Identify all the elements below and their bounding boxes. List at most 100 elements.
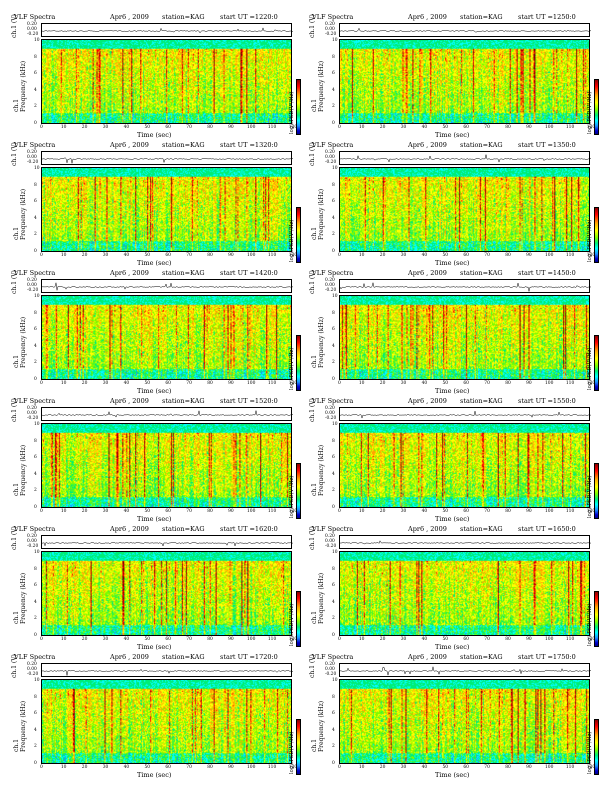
colorbar xyxy=(594,463,599,519)
timeseries-line xyxy=(42,410,293,418)
time-tick: 60 xyxy=(463,637,469,642)
time-tick: 30 xyxy=(400,381,407,386)
frequency-tick: 6 xyxy=(332,711,335,716)
panel-title: VLF Spectra Apr6 , 2009 station=KAG start U… xyxy=(10,524,305,535)
panel-start-time: start UT =1620:0 xyxy=(220,525,278,533)
time-tick: 80 xyxy=(505,125,511,130)
timeseries-tick: 0.20 xyxy=(27,150,37,155)
spectrogram-canvas xyxy=(42,296,291,379)
panel-station: station=KAG xyxy=(460,269,503,277)
panel-start-time: start UT =1550:0 xyxy=(518,397,576,405)
panel-title: VLF Spectra Apr6 , 2009 station=KAG start U… xyxy=(10,396,305,407)
spectrum-ylabel-channel: ch.1 xyxy=(311,227,318,240)
spectrogram-panel: VLF Spectra Apr6 , 2009 station=KAG start U… xyxy=(308,524,603,652)
colorbar-label: log₁₀PSD(V²/Hz) xyxy=(289,91,295,134)
timeseries-line xyxy=(340,410,591,419)
timeseries-line xyxy=(42,27,293,34)
timeseries-plot xyxy=(339,535,591,549)
timeseries-svg xyxy=(340,27,591,33)
time-tick: 50 xyxy=(144,253,151,258)
spectrum-ylabel-channel: ch.1 xyxy=(13,611,20,624)
spectrogram-panel: VLF Spectra Apr6 , 2009 station=KAG start U… xyxy=(10,396,305,524)
frequency-tick: 0 xyxy=(332,760,335,766)
colorbar xyxy=(296,591,301,647)
time-tick: 30 xyxy=(102,253,109,258)
panel-start-time: start UT =1650:0 xyxy=(518,525,576,533)
frequency-tick: 0 xyxy=(34,376,37,382)
spectrogram-canvas xyxy=(340,296,589,379)
time-tick: 10 xyxy=(358,765,365,770)
colorbar-label: log₁₀PSD(V²/Hz) xyxy=(289,475,295,518)
panel-station: station=KAG xyxy=(162,653,205,661)
time-tick: 110 xyxy=(267,125,277,130)
time-tick: 0 xyxy=(40,637,43,642)
timeseries-plot xyxy=(41,151,293,165)
panel-title-text: VLF Spectra xyxy=(312,525,354,533)
spectrogram-canvas xyxy=(340,552,589,635)
timeseries-tick: 0.00 xyxy=(27,667,37,673)
spectrum-ylabel-frequency: Frequency (kHz) xyxy=(318,316,325,368)
panel-station: station=KAG xyxy=(460,525,503,533)
timeseries-svg xyxy=(340,282,591,292)
frequency-tick: 2 xyxy=(34,104,37,109)
time-tick: 110 xyxy=(267,509,277,514)
panel-date: Apr6 , 2009 xyxy=(110,141,149,149)
panel-station: station=KAG xyxy=(460,141,503,149)
panel-date: Apr6 , 2009 xyxy=(408,269,447,277)
time-tick: 50 xyxy=(442,253,449,258)
time-tick: 70 xyxy=(484,509,490,514)
time-tick: 70 xyxy=(186,509,192,514)
frequency-tick: 8 xyxy=(332,54,335,60)
time-tick: 50 xyxy=(442,765,449,770)
time-tick: 60 xyxy=(463,253,469,258)
time-tick: 120 xyxy=(288,765,298,770)
time-tick: 0 xyxy=(40,765,43,770)
spectrum-ylabel-frequency: Frequency (kHz) xyxy=(318,188,325,240)
time-tick: 10 xyxy=(358,125,365,130)
panel-title: VLF Spectra Apr6 , 2009 station=KAG start U… xyxy=(308,140,603,151)
time-tick: 10 xyxy=(60,765,67,770)
time-tick: 40 xyxy=(123,381,130,386)
time-tick: 60 xyxy=(463,765,469,770)
time-tick: 30 xyxy=(400,125,407,130)
time-tick: 120 xyxy=(586,125,596,130)
panel-title: VLF Spectra Apr6 , 2009 station=KAG start U… xyxy=(308,524,603,535)
time-tick: 50 xyxy=(144,637,151,642)
timeseries-tick: 0.20 xyxy=(325,22,335,27)
panel-title: VLF Spectra Apr6 , 2009 station=KAG start U… xyxy=(308,396,603,407)
timeseries-tick: 0.20 xyxy=(325,406,335,411)
time-tick: 60 xyxy=(165,509,171,514)
frequency-tick: 6 xyxy=(34,455,37,460)
spectrogram-canvas xyxy=(42,552,291,635)
spectrum-ylabel-channel: ch.1 xyxy=(311,611,318,624)
time-tick: 110 xyxy=(565,125,575,130)
spectrogram-plot xyxy=(41,295,292,380)
time-tick: 110 xyxy=(565,253,575,258)
frequency-tick: 10 xyxy=(332,422,338,427)
colorbar xyxy=(594,335,599,391)
time-tick: 80 xyxy=(207,637,213,642)
panel-station: station=KAG xyxy=(162,269,205,277)
time-tick: 30 xyxy=(400,509,407,514)
time-tick: 70 xyxy=(186,253,192,258)
spectrum-ylabel-channel: ch.1 xyxy=(311,739,318,752)
frequency-tick: 8 xyxy=(34,438,37,444)
colorbar xyxy=(296,207,301,263)
timeseries-svg xyxy=(42,157,293,164)
spectrogram-panel: VLF Spectra Apr6 , 2009 station=KAG start U… xyxy=(308,140,603,268)
spectrogram-plot xyxy=(41,423,292,508)
time-tick: 100 xyxy=(247,765,256,770)
panel-title-text: VLF Spectra xyxy=(312,13,354,21)
panel-date: Apr6 , 2009 xyxy=(408,141,447,149)
time-tick: 70 xyxy=(186,637,192,642)
time-tick: 20 xyxy=(379,765,386,770)
colorbar-label: log₁₀PSD(V²/Hz) xyxy=(289,347,295,390)
panel-title: VLF Spectra Apr6 , 2009 station=KAG start U… xyxy=(308,12,603,23)
timeseries-svg xyxy=(340,410,591,419)
timeseries-tick: 0.20 xyxy=(27,662,37,667)
colorbar-label: log₁₀PSD(V²/Hz) xyxy=(289,731,295,774)
time-tick: 100 xyxy=(247,381,256,386)
panel-date: Apr6 , 2009 xyxy=(110,269,149,277)
time-tick: 30 xyxy=(400,253,407,258)
frequency-tick: 8 xyxy=(332,566,335,572)
